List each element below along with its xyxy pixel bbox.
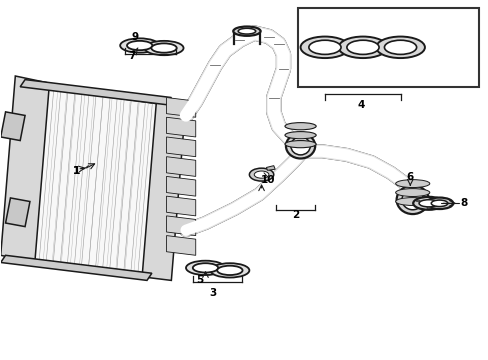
Ellipse shape (285, 134, 315, 158)
Bar (298, 8, 478, 87)
Polygon shape (166, 196, 195, 216)
Ellipse shape (151, 43, 176, 53)
Ellipse shape (285, 132, 316, 139)
Ellipse shape (425, 198, 452, 209)
Text: 4: 4 (357, 100, 365, 110)
Ellipse shape (396, 185, 428, 214)
Ellipse shape (285, 140, 316, 148)
Text: 10: 10 (260, 175, 275, 185)
Ellipse shape (249, 168, 273, 181)
Text: 1: 1 (73, 166, 80, 176)
Text: 8: 8 (459, 198, 467, 208)
Text: 3: 3 (209, 288, 216, 298)
Ellipse shape (144, 41, 183, 55)
Polygon shape (166, 98, 195, 117)
Ellipse shape (217, 266, 242, 275)
Ellipse shape (308, 40, 340, 54)
Ellipse shape (238, 28, 255, 34)
Ellipse shape (412, 197, 444, 210)
Ellipse shape (338, 37, 386, 58)
Ellipse shape (290, 137, 310, 155)
Polygon shape (266, 166, 275, 170)
Ellipse shape (254, 171, 268, 178)
Ellipse shape (120, 39, 159, 53)
Ellipse shape (300, 37, 348, 58)
Polygon shape (166, 157, 195, 176)
Polygon shape (166, 137, 195, 157)
Ellipse shape (346, 40, 378, 54)
Text: 5: 5 (196, 275, 203, 285)
Text: 9: 9 (131, 32, 138, 41)
Ellipse shape (437, 200, 441, 202)
Polygon shape (166, 216, 195, 235)
Polygon shape (0, 76, 49, 262)
Ellipse shape (185, 261, 224, 275)
Polygon shape (142, 98, 185, 280)
Ellipse shape (395, 198, 429, 206)
Polygon shape (25, 87, 166, 277)
Ellipse shape (395, 180, 429, 188)
Ellipse shape (285, 123, 316, 130)
Ellipse shape (127, 41, 152, 50)
Ellipse shape (430, 200, 447, 207)
Ellipse shape (375, 37, 424, 58)
Ellipse shape (418, 200, 438, 207)
Polygon shape (0, 112, 25, 140)
Ellipse shape (415, 200, 419, 202)
Ellipse shape (192, 263, 218, 273)
Text: 2: 2 (291, 210, 299, 220)
Ellipse shape (426, 207, 430, 209)
Polygon shape (5, 198, 30, 226)
Ellipse shape (384, 40, 416, 54)
Polygon shape (166, 235, 195, 255)
Text: 7: 7 (128, 51, 136, 61)
Polygon shape (166, 117, 195, 137)
Text: 1: 1 (73, 166, 80, 176)
Ellipse shape (233, 27, 260, 36)
Ellipse shape (395, 189, 429, 197)
Ellipse shape (401, 190, 423, 210)
Ellipse shape (210, 263, 249, 278)
Polygon shape (0, 255, 152, 280)
Polygon shape (166, 176, 195, 196)
Text: 6: 6 (406, 172, 413, 182)
Polygon shape (20, 80, 171, 105)
